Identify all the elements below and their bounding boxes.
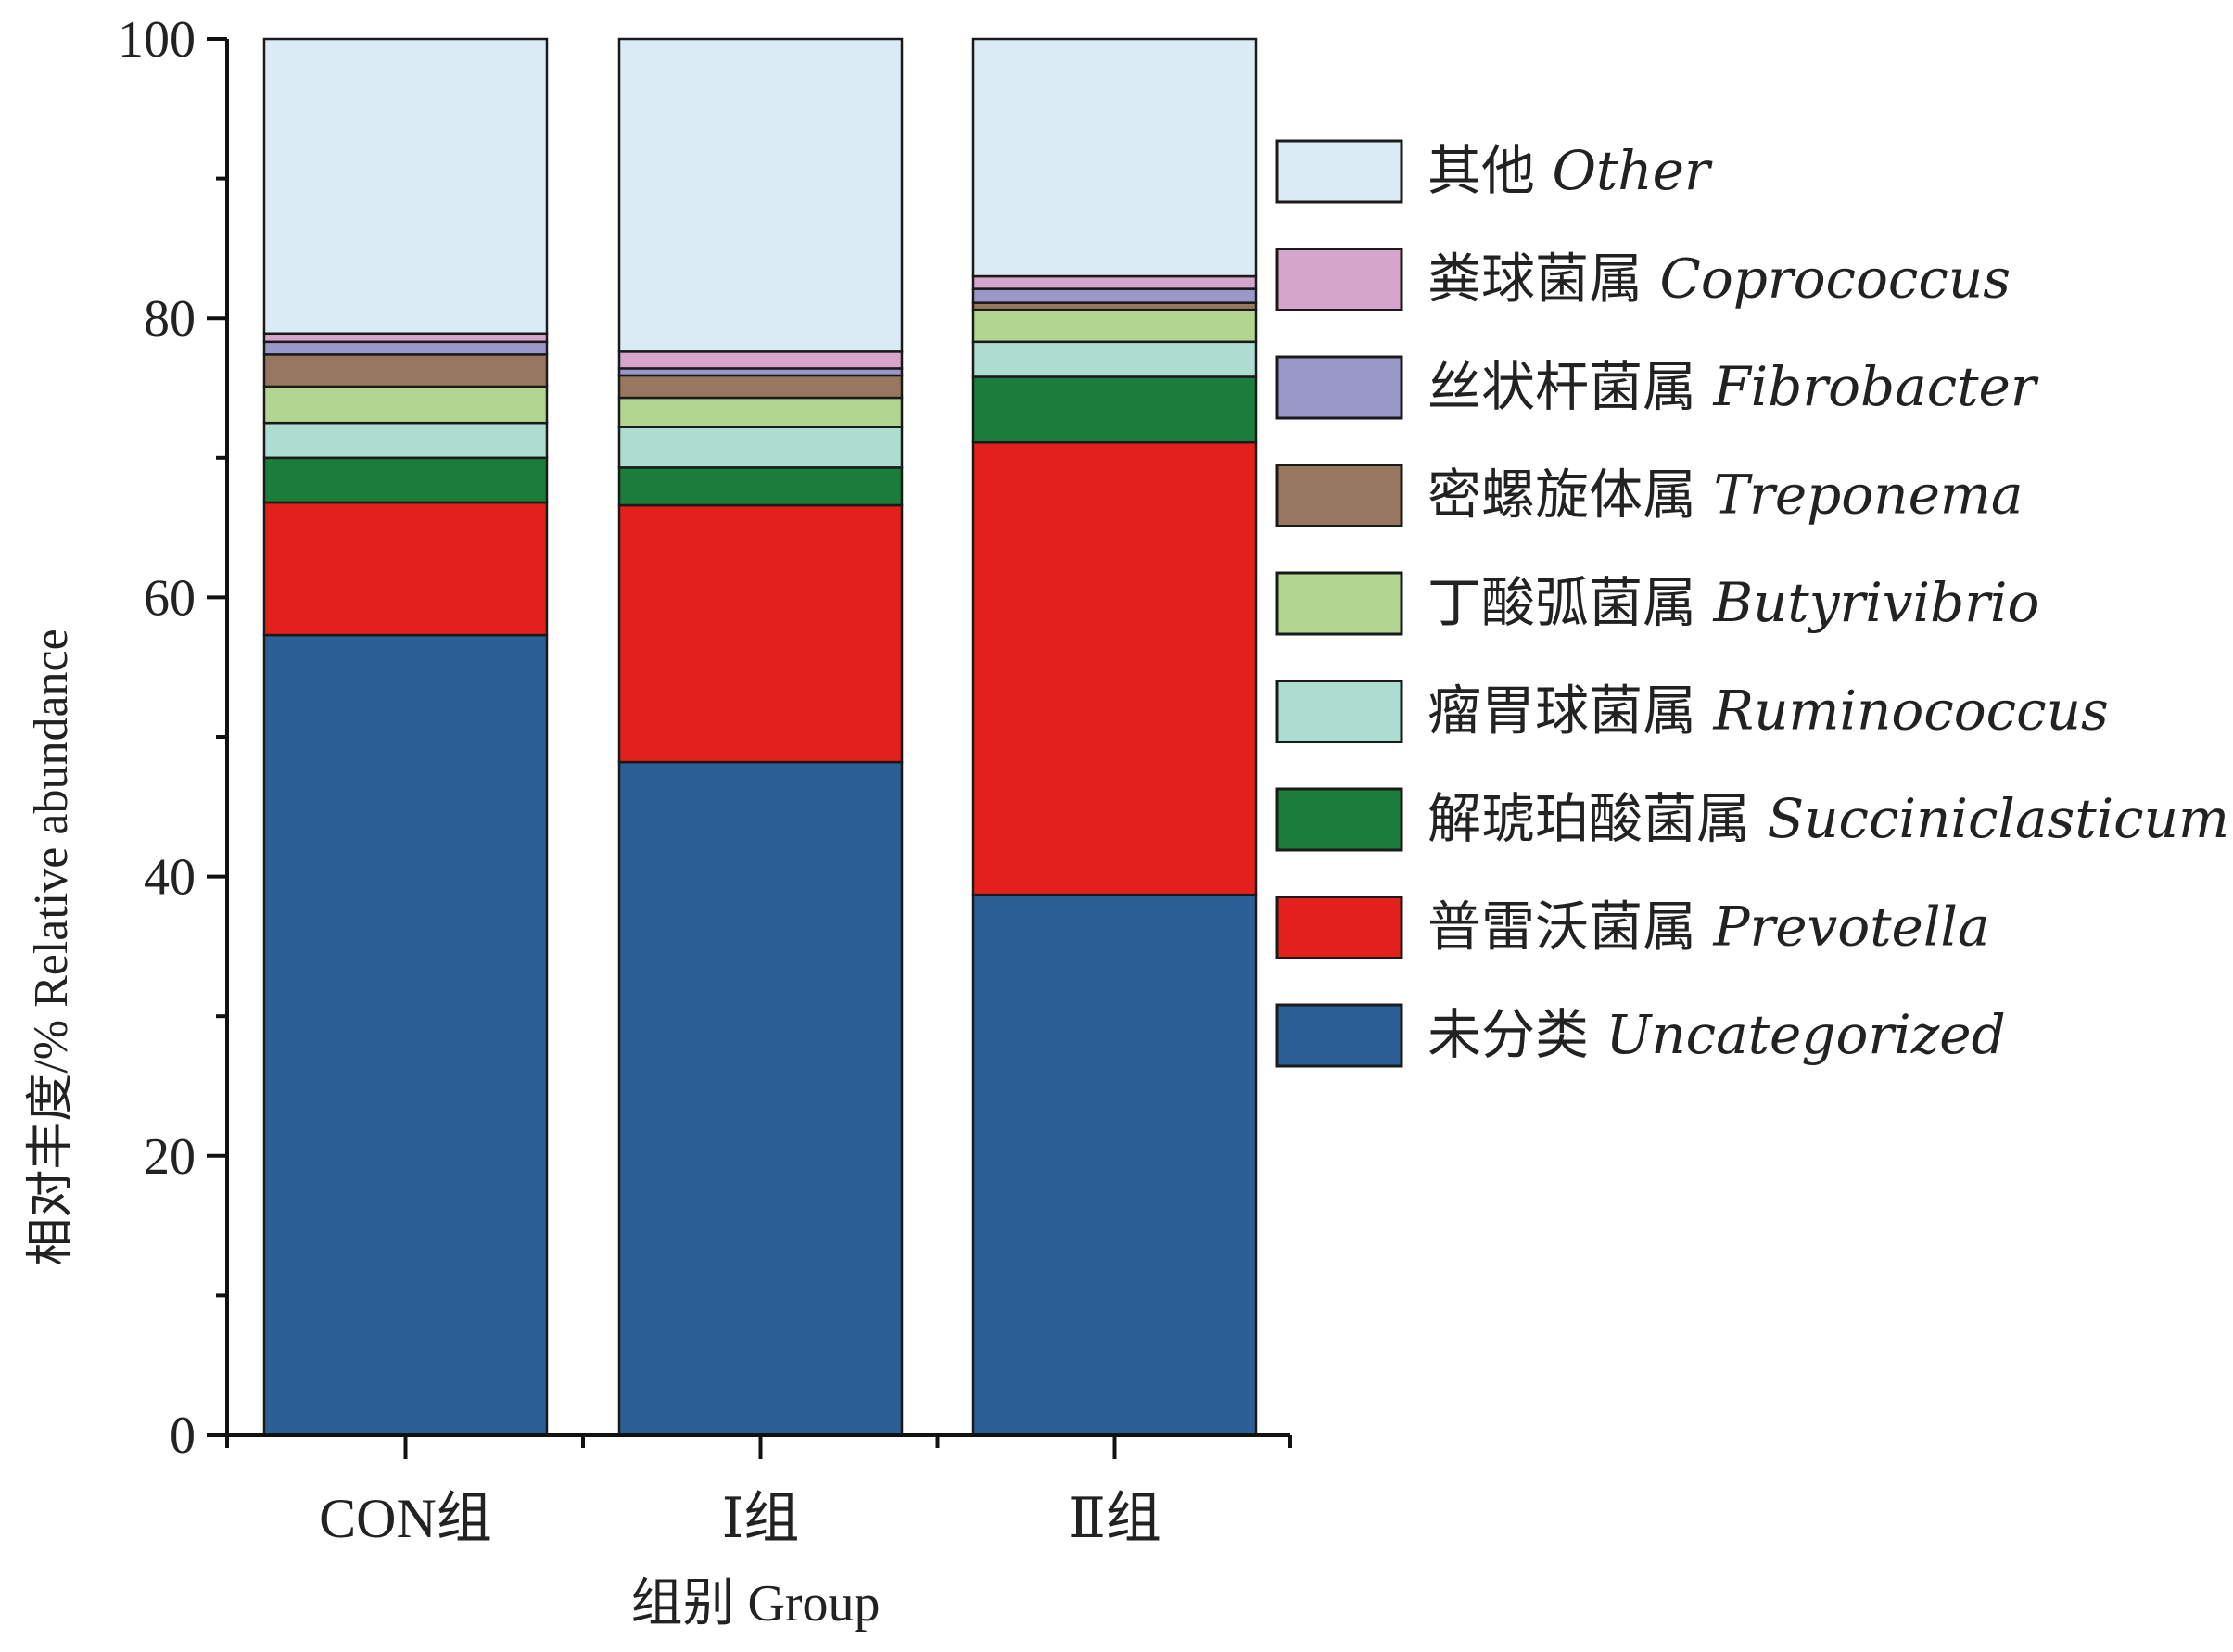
- y-axis-label: 相对丰度/% Relative abundance: [25, 629, 78, 1265]
- legend-label-latin: Butyrivibrio: [1712, 571, 2039, 634]
- legend-label-latin: Treponema: [1713, 464, 2023, 527]
- x-tick-label: Ⅱ组: [1068, 1488, 1161, 1549]
- y-tick-label: 100: [118, 11, 196, 69]
- bar-segment-1-7: [617, 350, 904, 370]
- bar-segment-1-5: [617, 374, 904, 400]
- legend-label-chinese: 粪球菌属: [1427, 248, 1659, 311]
- bar-segment-2-3: [971, 340, 1258, 378]
- legend-swatch: [1275, 139, 1403, 204]
- legend-label: 丝状杆菌属 Fibrobacter: [1427, 355, 2039, 418]
- bar-segment-1-4: [617, 396, 904, 428]
- legend-label-latin: Other: [1552, 139, 1713, 202]
- y-tick-label: 60: [144, 569, 196, 627]
- legend-label: 粪球菌属 Coprococcus: [1427, 248, 2011, 311]
- bar-segment-0-5: [262, 353, 549, 388]
- bar-segment-1-1: [617, 503, 904, 764]
- legend-label: 丁酸弧菌属 Butyrivibrio: [1427, 571, 2039, 634]
- bar-segment-0-0: [262, 633, 549, 1437]
- legend-label: 未分类 Uncategorized: [1427, 1003, 2006, 1066]
- legend-label-latin: Coprococcus: [1659, 248, 2011, 311]
- bar-segment-1-0: [617, 760, 904, 1437]
- legend-label-chinese: 密螺旋体属: [1427, 464, 1713, 527]
- legend-swatch: [1275, 571, 1403, 636]
- legend-label-chinese: 解琥珀酸菌属: [1427, 787, 1767, 850]
- bar-segment-0-2: [262, 456, 549, 504]
- legend-label-latin: Succiniclasticum: [1767, 787, 2229, 850]
- legend-label-chinese: 丝状杆菌属: [1427, 355, 1713, 418]
- bar-segment-1-3: [617, 426, 904, 469]
- y-tick-label: 20: [144, 1128, 196, 1186]
- bars-group: [262, 37, 1258, 1437]
- legend-label-latin: Uncategorized: [1605, 1003, 2005, 1066]
- bar-segment-1-2: [617, 466, 904, 507]
- legend-label-chinese: 瘤胃球菌属: [1427, 680, 1713, 743]
- legend: 其他 Other 粪球菌属 Coprococcus 丝状杆菌属 Fibrobacte…: [1275, 139, 2229, 1068]
- bar-segment-0-1: [262, 501, 549, 637]
- bar-segment-0-6: [262, 340, 549, 356]
- legend-label-chinese: 丁酸弧菌属: [1427, 571, 1713, 634]
- legend-label-latin: Prevotella: [1712, 896, 1989, 959]
- bar-segment-0-4: [262, 385, 549, 425]
- legend-swatch: [1275, 1003, 1403, 1068]
- y-tick-label: 80: [144, 290, 196, 348]
- x-axis-label: 组别 Group: [630, 1575, 880, 1633]
- legend-label-chinese: 普雷沃菌属: [1427, 896, 1713, 959]
- bar-segment-2-6: [971, 287, 1258, 304]
- bar-segment-0-8: [262, 37, 549, 336]
- bar-segment-2-2: [971, 375, 1258, 444]
- y-tick-label: 40: [144, 849, 196, 907]
- legend-swatch: [1275, 787, 1403, 852]
- legend-swatch: [1275, 680, 1403, 743]
- legend-swatch: [1275, 355, 1403, 420]
- x-tick-label: CON组: [319, 1488, 492, 1549]
- bar-segment-2-8: [971, 37, 1258, 278]
- legend-swatch: [1275, 896, 1403, 959]
- legend-swatch: [1275, 464, 1403, 527]
- legend-label: 密螺旋体属 Treponema: [1427, 464, 2023, 527]
- bar-segment-2-4: [971, 308, 1258, 344]
- bar-segment-2-7: [971, 274, 1258, 290]
- bar-segment-0-3: [262, 421, 549, 460]
- bar-segment-0-7: [262, 332, 549, 344]
- legend-label-chinese: 未分类: [1427, 1003, 1605, 1066]
- y-tick-label: 0: [170, 1407, 196, 1465]
- bar-segment-2-1: [971, 440, 1258, 896]
- legend-label-chinese: 其他: [1427, 139, 1552, 202]
- bar-segment-2-0: [971, 893, 1258, 1437]
- legend-swatch: [1275, 248, 1403, 311]
- legend-label: 其他 Other: [1427, 139, 1713, 202]
- legend-label-latin: Ruminococcus: [1712, 680, 2108, 743]
- legend-label: 瘤胃球菌属 Ruminococcus: [1427, 680, 2109, 743]
- bar-segment-1-8: [617, 37, 904, 353]
- axes-group: 0 20 40 60 80 100 CON组 Ⅰ组 Ⅱ组: [118, 11, 1292, 1549]
- legend-label: 普雷沃菌属 Prevotella: [1427, 896, 1990, 959]
- x-tick-label: Ⅰ组: [722, 1488, 800, 1549]
- legend-label-latin: Fibrobacter: [1712, 355, 2038, 418]
- legend-label: 解琥珀酸菌属 Succiniclasticum: [1427, 787, 2229, 850]
